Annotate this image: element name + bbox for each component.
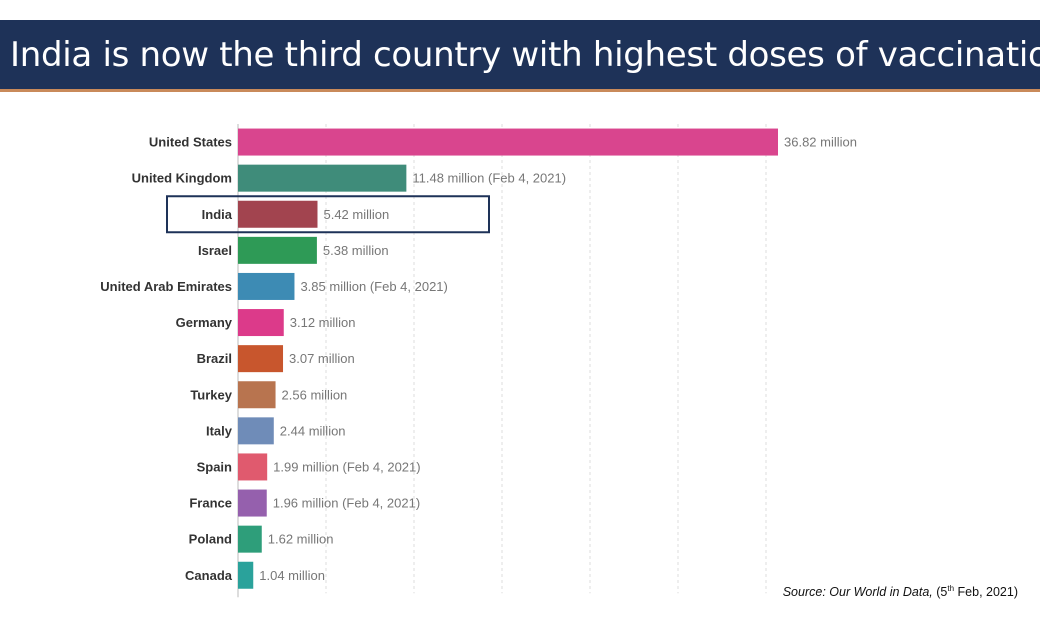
value-label: 1.99 million (Feb 4, 2021) bbox=[273, 459, 420, 474]
value-label: 1.62 million bbox=[268, 532, 334, 547]
bar bbox=[238, 525, 262, 553]
source-date-sup: th bbox=[947, 584, 955, 593]
category-label: Turkey bbox=[190, 387, 232, 402]
source-prefix: Source: Our World in Data, bbox=[782, 585, 933, 600]
bar bbox=[238, 453, 268, 481]
page-title: India is now the third country with high… bbox=[10, 34, 1040, 75]
bar bbox=[238, 236, 317, 264]
highlight-box bbox=[166, 195, 490, 234]
value-label: 36.82 million bbox=[784, 135, 857, 150]
value-label: 5.38 million bbox=[323, 243, 389, 258]
bar bbox=[238, 561, 254, 589]
bar bbox=[238, 489, 267, 517]
bar bbox=[238, 272, 295, 300]
title-bar: India is now the third country with high… bbox=[0, 20, 1040, 92]
category-label: Israel bbox=[198, 243, 232, 258]
value-label: 3.12 million bbox=[290, 315, 356, 330]
bar bbox=[238, 128, 778, 156]
bar bbox=[238, 164, 407, 192]
value-label: 1.96 million (Feb 4, 2021) bbox=[273, 496, 420, 511]
category-label: Spain bbox=[197, 459, 232, 474]
value-label: 2.44 million bbox=[280, 423, 346, 438]
bar bbox=[238, 309, 284, 337]
category-label: Germany bbox=[176, 315, 233, 330]
bar bbox=[238, 417, 274, 445]
bar bbox=[238, 200, 318, 228]
value-label: 11.48 million (Feb 4, 2021) bbox=[412, 171, 566, 186]
bar bbox=[238, 381, 276, 409]
category-label: Poland bbox=[189, 532, 232, 547]
category-label: Italy bbox=[206, 423, 233, 438]
value-label: 1.04 million bbox=[259, 568, 325, 583]
value-label: 3.07 million bbox=[289, 351, 355, 366]
category-label: Brazil bbox=[197, 351, 232, 366]
category-label: India bbox=[202, 207, 233, 222]
bar bbox=[238, 345, 284, 373]
source-date-day: (5 bbox=[936, 585, 948, 600]
source-date-rest: Feb, 2021) bbox=[954, 585, 1018, 600]
value-label: 2.56 million bbox=[282, 387, 348, 402]
value-label: 3.85 million (Feb 4, 2021) bbox=[300, 279, 447, 294]
category-label: United Arab Emirates bbox=[100, 279, 232, 294]
category-label: United Kingdom bbox=[132, 171, 232, 186]
category-label: France bbox=[189, 496, 232, 511]
value-label: 5.42 million bbox=[323, 207, 389, 222]
category-label: United States bbox=[149, 135, 232, 150]
category-label: Canada bbox=[185, 568, 233, 583]
source-note: Source: Our World in Data, (5th Feb, 202… bbox=[783, 584, 1018, 599]
